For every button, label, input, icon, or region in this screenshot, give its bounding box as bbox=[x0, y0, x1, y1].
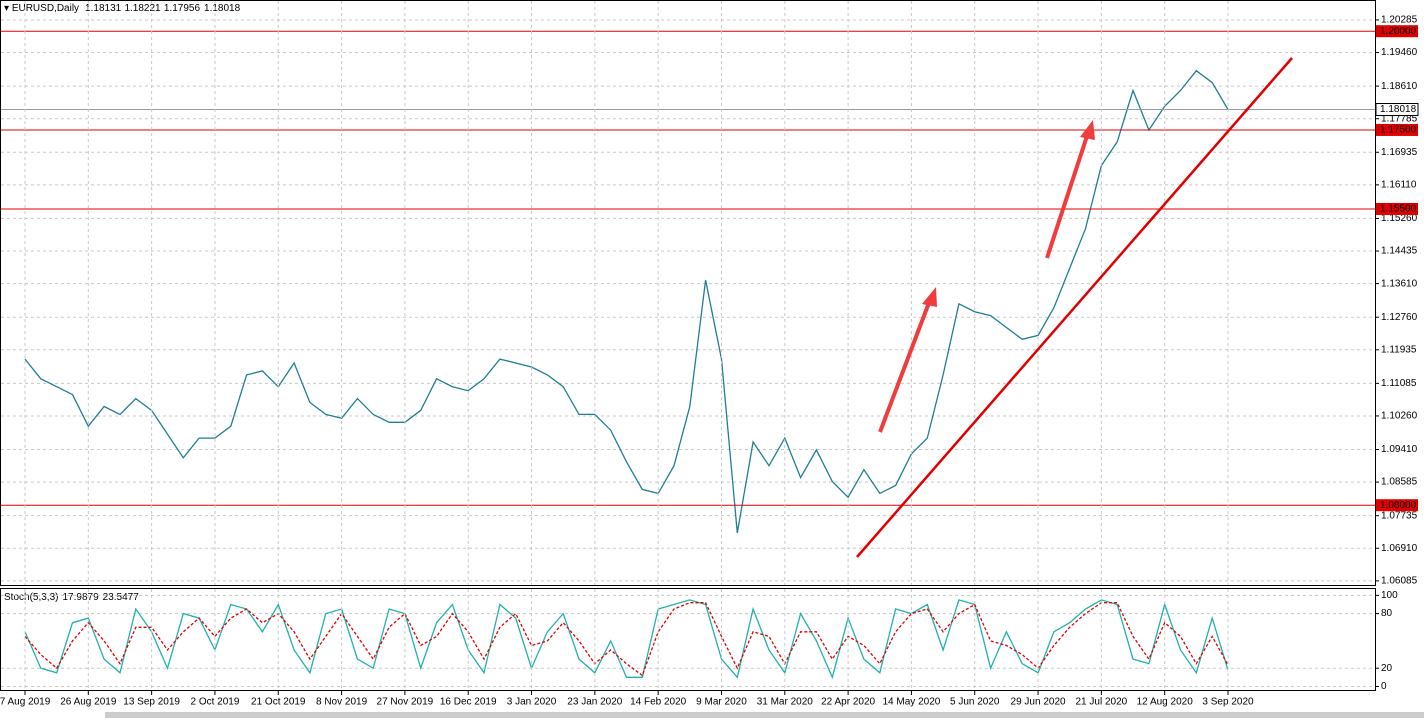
stoch-panel bbox=[0, 588, 1376, 691]
x-tick-label: 16 Dec 2019 bbox=[440, 697, 497, 708]
last-price-label: 1.18018 bbox=[1380, 104, 1417, 115]
y-tick-label: 1.15260 bbox=[1381, 213, 1418, 224]
y-tick-label: 1.18610 bbox=[1381, 81, 1418, 92]
arrow bbox=[1045, 132, 1090, 259]
scrollbar bbox=[105, 712, 1424, 718]
y-tick-label: 1.16935 bbox=[1381, 147, 1418, 158]
level-tag bbox=[1376, 499, 1418, 512]
y-tick-label: 20 bbox=[1381, 663, 1393, 674]
stoch-title: Stoch(5,3,3) 17.9879 23.5477 bbox=[4, 592, 139, 603]
open: 1.18131 bbox=[85, 3, 122, 14]
level-tag bbox=[1376, 123, 1418, 136]
x-tick-label: 14 May 2020 bbox=[883, 697, 941, 708]
x-tick-label: 12 Aug 2020 bbox=[1137, 697, 1194, 708]
arrow bbox=[878, 299, 932, 433]
y-tick-label: 1.17785 bbox=[1381, 113, 1418, 124]
x-tick-label: 21 Oct 2019 bbox=[251, 697, 306, 708]
x-tick-label: 9 Mar 2020 bbox=[696, 697, 747, 708]
x-tick-label: 27 Nov 2019 bbox=[377, 697, 434, 708]
x-tick-label: 29 Jun 2020 bbox=[1011, 697, 1066, 708]
y-tick-label: 1.16110 bbox=[1381, 180, 1417, 191]
high: 1.18221 bbox=[124, 3, 161, 14]
signal: 23.5477 bbox=[103, 592, 140, 603]
x-tick-label: 22 Apr 2020 bbox=[821, 697, 875, 708]
main: 17.9879 bbox=[62, 592, 99, 603]
x-tick-label: 2 Oct 2019 bbox=[190, 697, 239, 708]
level-tag bbox=[1376, 202, 1418, 215]
x-tick-label: 13 Sep 2019 bbox=[123, 697, 180, 708]
y-tick-label: 1.19460 bbox=[1381, 47, 1418, 58]
level-label: 1.15500 bbox=[1380, 204, 1417, 215]
series-line bbox=[24, 599, 1229, 680]
trend-line bbox=[856, 57, 1293, 558]
y-tick-label: 1.13610 bbox=[1381, 278, 1418, 289]
y-tick-label: 100 bbox=[1381, 590, 1398, 601]
level-label: 1.17500 bbox=[1380, 125, 1417, 136]
indicator: Stoch(5,3,3) bbox=[4, 592, 58, 603]
y-tick-label: 0 bbox=[1381, 681, 1387, 692]
y-tick-label: 1.06910 bbox=[1381, 543, 1418, 554]
x-tick-label: 31 Mar 2020 bbox=[757, 697, 814, 708]
y-tick-label: 1.12760 bbox=[1381, 312, 1418, 323]
y-tick-label: 1.08585 bbox=[1381, 477, 1418, 488]
x-tick-label: 26 Aug 2019 bbox=[60, 697, 117, 708]
last-price-tag bbox=[1375, 102, 1419, 116]
symbol: EURUSD,Daily bbox=[12, 3, 79, 14]
x-tick-label: 5 Jun 2020 bbox=[950, 697, 1000, 708]
arrow-head bbox=[922, 287, 937, 307]
x-tick-label: 3 Sep 2020 bbox=[1202, 697, 1254, 708]
low: 1.17956 bbox=[164, 3, 201, 14]
y-tick-label: 1.20285 bbox=[1381, 15, 1418, 26]
y-tick-label: 1.09410 bbox=[1381, 444, 1418, 455]
series-line bbox=[24, 69, 1229, 534]
level-label: 1.20000 bbox=[1380, 26, 1417, 37]
level-tag bbox=[1376, 25, 1418, 38]
annotations bbox=[856, 57, 1293, 558]
y-tick-label: 80 bbox=[1381, 608, 1393, 619]
y-tick-label: 1.07735 bbox=[1381, 510, 1418, 521]
price-panel bbox=[0, 0, 1376, 586]
x-tick-label: 14 Feb 2020 bbox=[630, 697, 687, 708]
close: 1.18018 bbox=[204, 3, 241, 14]
x-tick-label: 8 Nov 2019 bbox=[316, 697, 368, 708]
y-tick-label: 1.11085 bbox=[1381, 378, 1417, 389]
x-tick-label: 3 Jan 2020 bbox=[507, 697, 557, 708]
y-tick-label: 1.11935 bbox=[1381, 344, 1417, 355]
x-tick-label: 7 Aug 2019 bbox=[0, 697, 51, 708]
level-label: 1.08000 bbox=[1380, 500, 1417, 511]
chart-title: ▾ EURUSD,Daily 1.18131 1.18221 1.17956 1.180… bbox=[4, 3, 241, 14]
x-tick-label: 23 Jan 2020 bbox=[567, 697, 622, 708]
y-tick-label: 1.10260 bbox=[1381, 411, 1418, 422]
series-line bbox=[24, 602, 1229, 677]
x-tick-label: 21 Jul 2020 bbox=[1076, 697, 1128, 708]
arrow-head bbox=[1080, 120, 1095, 140]
y-tick-label: 1.14435 bbox=[1381, 246, 1418, 257]
y-tick-label: 1.06085 bbox=[1381, 575, 1418, 586]
